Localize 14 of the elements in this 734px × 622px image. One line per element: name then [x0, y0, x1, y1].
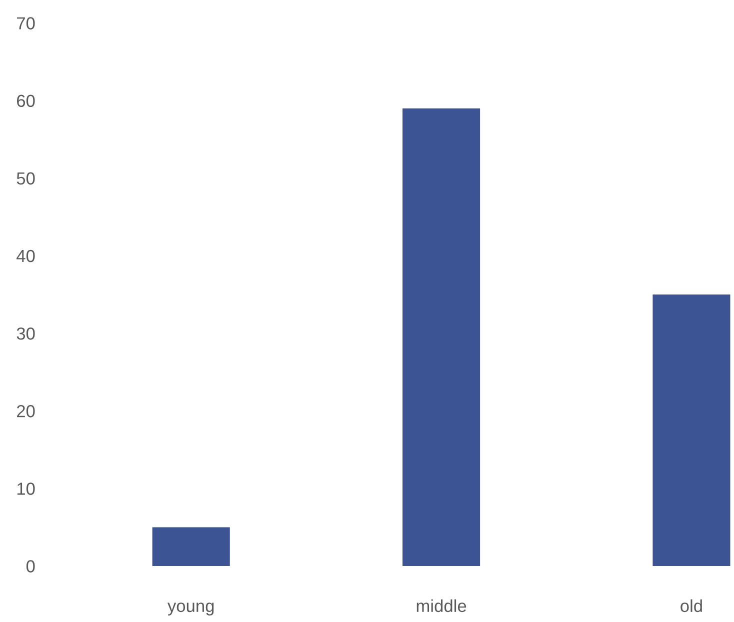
- y-tick-label: 30: [16, 327, 35, 340]
- y-tick-label: 60: [17, 94, 35, 108]
- y-tick-label: 20: [17, 405, 35, 418]
- bar: [402, 108, 480, 566]
- y-tick-label: 10: [17, 482, 35, 495]
- x-tick-label: middle: [416, 599, 466, 612]
- y-tick-label: 70: [17, 17, 35, 30]
- x-tick-label: old: [680, 599, 702, 612]
- x-tick-label: young: [167, 602, 214, 616]
- y-tick-label: 0: [26, 560, 35, 572]
- y-tick-label: 40: [16, 250, 35, 262]
- y-tick-label: 50: [16, 172, 35, 185]
- bar: [652, 294, 730, 566]
- bar: [152, 527, 230, 566]
